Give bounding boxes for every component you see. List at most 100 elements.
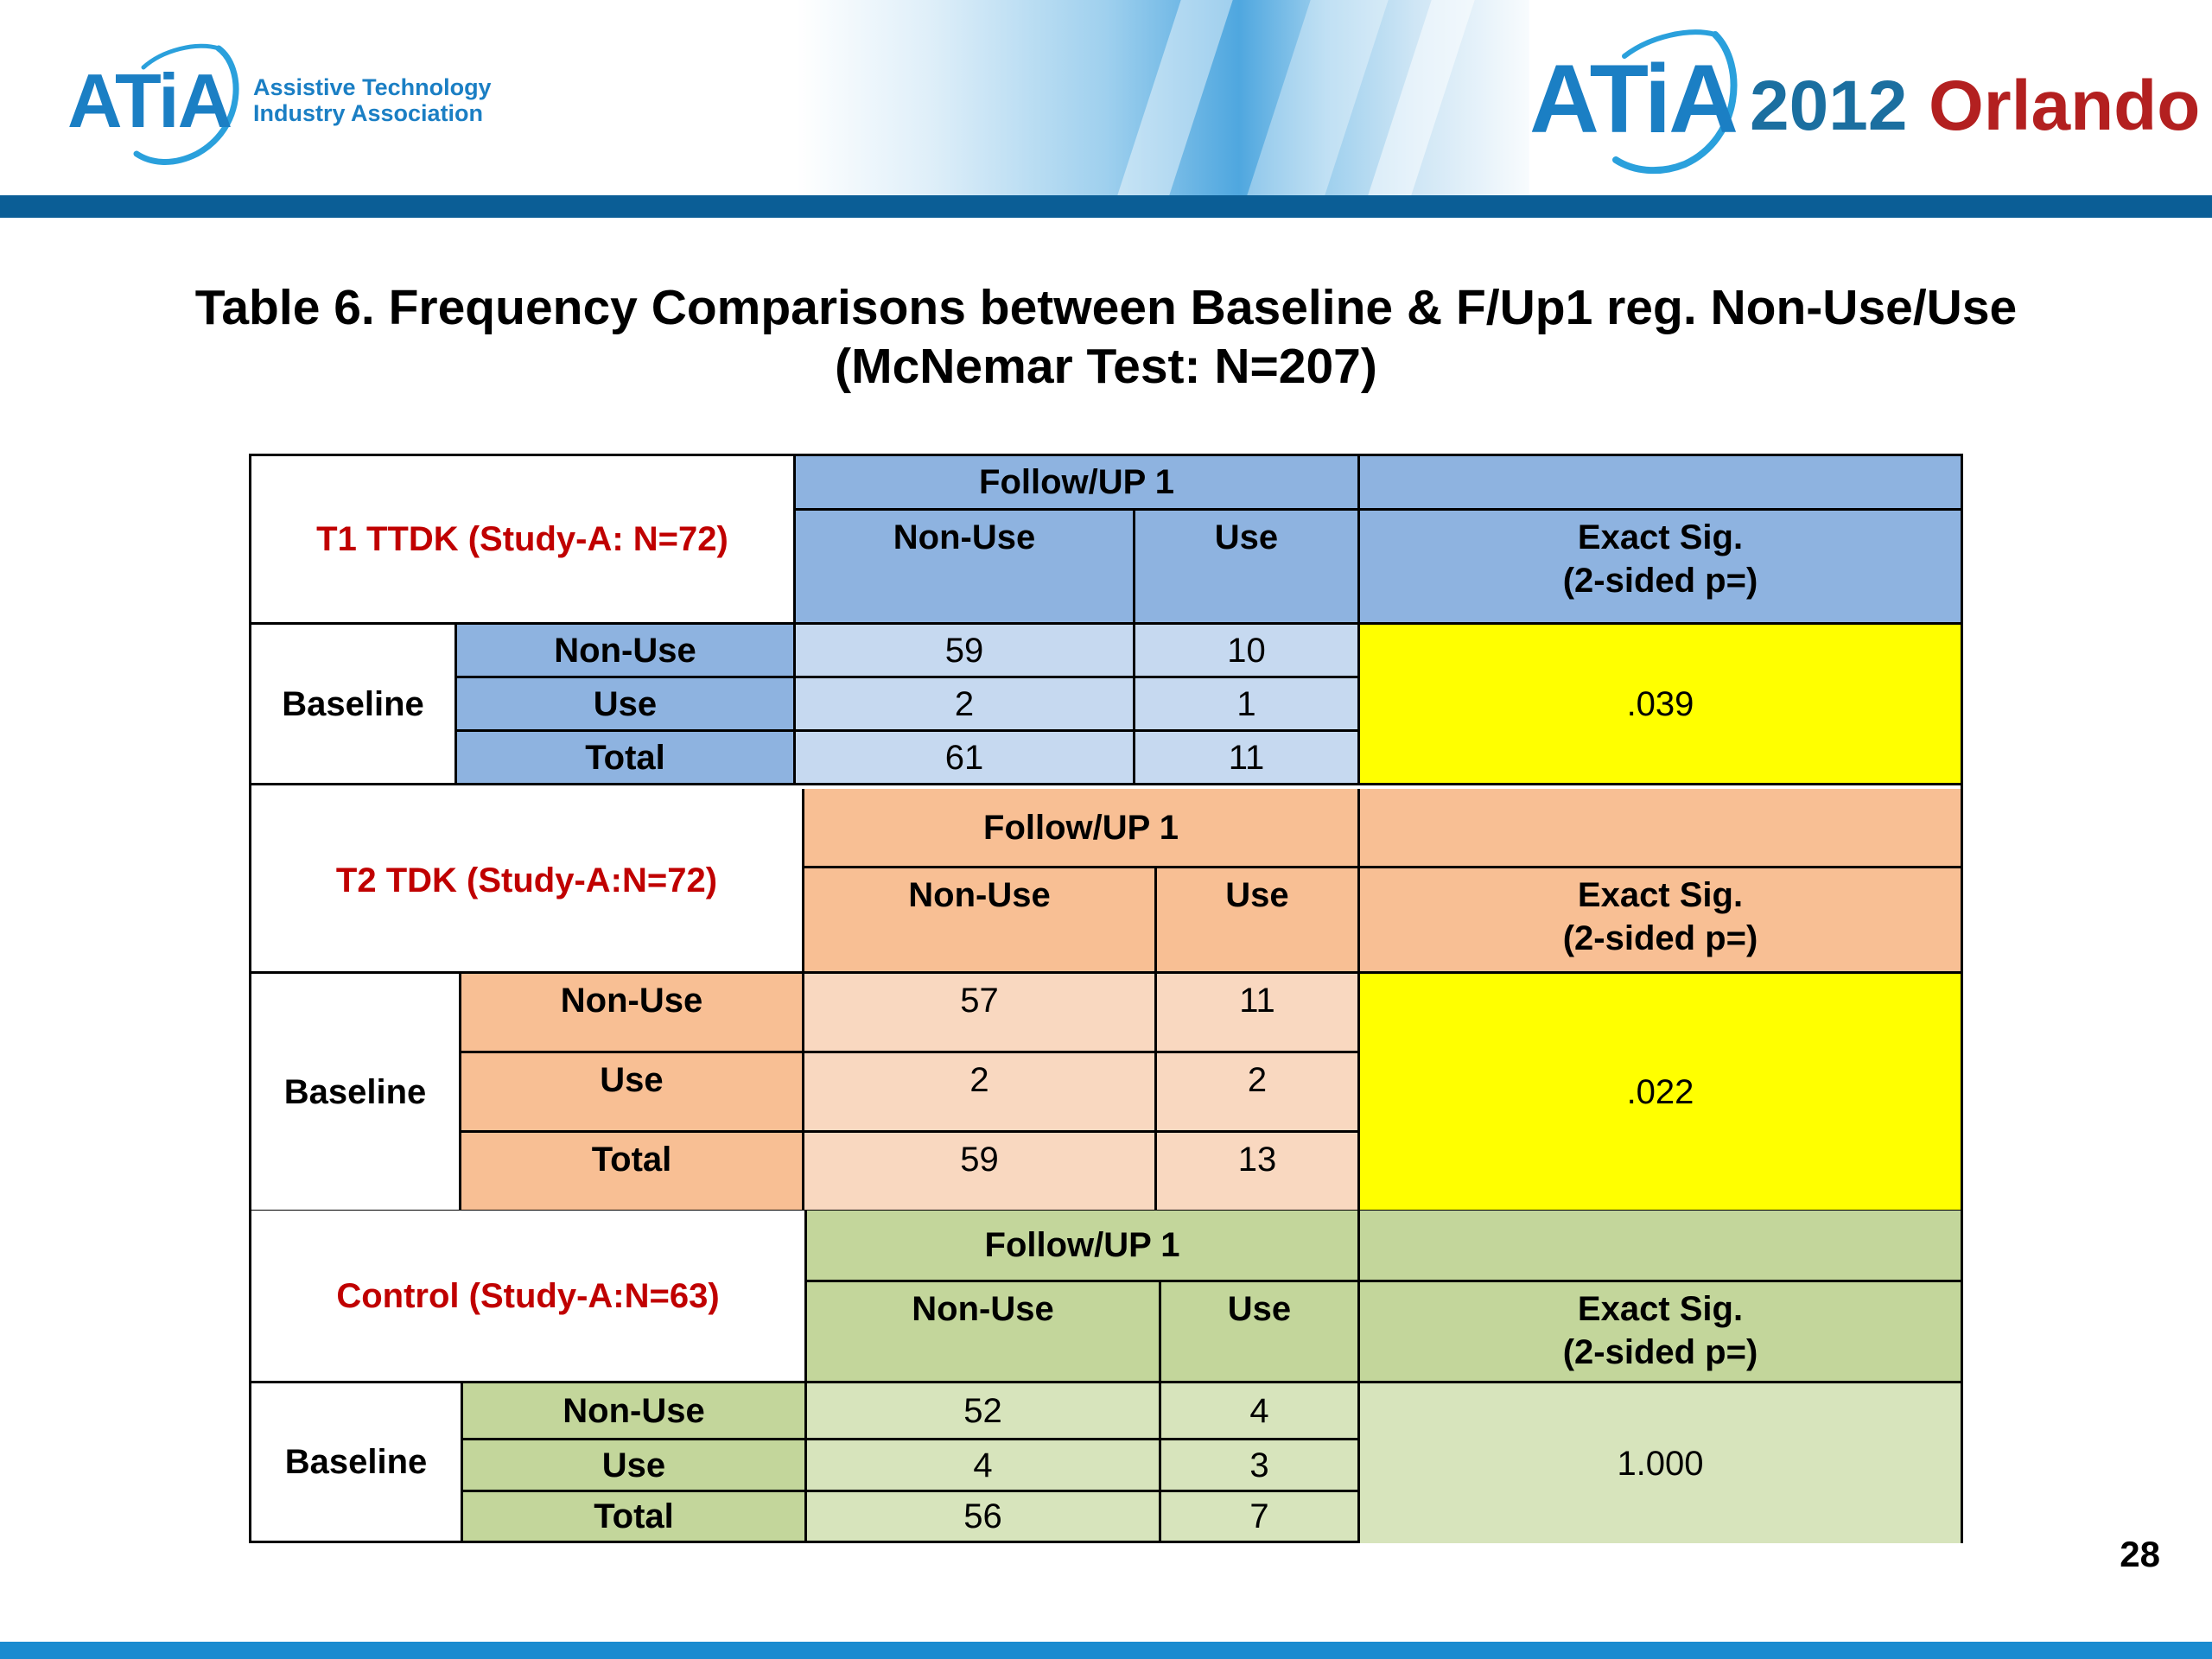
- data-cell: 56: [807, 1492, 1161, 1543]
- column-header: Non-Use: [807, 1282, 1161, 1383]
- logo-year: 2012: [1750, 67, 1908, 145]
- row-label-text: Total: [594, 1497, 674, 1535]
- logo-mark: ATiA: [1529, 45, 1738, 153]
- row-label-text: Use: [601, 1446, 666, 1484]
- data-cell-value: 2: [954, 684, 975, 723]
- data-cell: 4: [807, 1440, 1161, 1492]
- exact-sig-value-text: .039: [1626, 684, 1694, 723]
- data-cell-value: 4: [973, 1446, 993, 1484]
- atia-logo: ATiA Assistive Technology Industry Assoc…: [67, 33, 517, 171]
- group-label: Control (Study-A:N=63): [251, 1211, 807, 1383]
- followup-header-text: Follow/UP 1: [983, 808, 1179, 847]
- row-group-label: Baseline: [251, 625, 457, 785]
- data-cell-value: 10: [1227, 631, 1266, 670]
- org-line-2: Industry Association: [253, 100, 484, 126]
- data-cell-value: 7: [1249, 1497, 1269, 1535]
- sig-header-spacer: [1360, 789, 1961, 868]
- org-line-1: Assistive Technology: [253, 74, 492, 100]
- row-label: Use: [457, 678, 796, 732]
- row-label: Use: [463, 1440, 807, 1492]
- exact-sig-header: Exact Sig. (2-sided p=): [1360, 868, 1961, 974]
- data-cell-value: 59: [960, 1141, 999, 1179]
- atia-2012-orlando-logo: ATiA 2012 Orlando: [1529, 0, 2200, 195]
- followup-header-text: Follow/UP 1: [984, 1226, 1180, 1264]
- column-header: Use: [1157, 868, 1360, 974]
- data-cell: 2: [1157, 1053, 1360, 1133]
- row-group-text: Baseline: [282, 684, 424, 723]
- exact-sig-header-text: Exact Sig. (2-sided p=): [1562, 518, 1758, 600]
- data-cell: 13: [1157, 1133, 1360, 1212]
- logo-swoosh-icon: [133, 43, 239, 165]
- group-label-text: T2 TDK (Study-A:N=72): [335, 861, 718, 899]
- row-label: Non-Use: [461, 974, 804, 1053]
- row-label-text: Non-Use: [560, 982, 703, 1020]
- data-cell: 11: [1157, 974, 1360, 1053]
- row-label: Use: [461, 1053, 804, 1133]
- exact-sig-value: 1.000: [1360, 1383, 1961, 1543]
- followup-header: Follow/UP 1: [804, 789, 1360, 868]
- row-group-label: Baseline: [251, 974, 461, 1212]
- followup-header-text: Follow/UP 1: [979, 463, 1174, 501]
- group-label-text: T1 TTDK (Study-A: N=72): [316, 520, 728, 558]
- slide-header: ATiA Assistive Technology Industry Assoc…: [0, 0, 2212, 195]
- data-cell-value: 11: [1228, 738, 1265, 777]
- data-cell: 59: [796, 625, 1135, 678]
- column-header: Use: [1135, 511, 1360, 625]
- data-cell: 59: [804, 1133, 1157, 1212]
- data-cell: 10: [1135, 625, 1360, 678]
- logo-swoosh-icon: [1612, 29, 1738, 175]
- data-cell: 61: [796, 732, 1135, 785]
- row-label-text: Non-Use: [563, 1391, 705, 1430]
- logo-org-name: Assistive Technology Industry Associatio…: [253, 74, 492, 126]
- column-header-text: Use: [1225, 876, 1289, 914]
- title-line-2: (McNemar Test: N=207): [835, 339, 1377, 394]
- exact-sig-header-text: Exact Sig. (2-sided p=): [1562, 876, 1758, 957]
- exact-sig-value-text: 1.000: [1617, 1444, 1704, 1483]
- column-header: Non-Use: [796, 511, 1135, 625]
- exact-sig-header-text: Exact Sig. (2-sided p=): [1562, 1290, 1758, 1371]
- data-cell-value: 59: [944, 631, 984, 670]
- data-cell-value: 13: [1237, 1141, 1277, 1179]
- page-number: 28: [2120, 1534, 2160, 1574]
- data-cell: 57: [804, 974, 1157, 1053]
- followup-header: Follow/UP 1: [807, 1211, 1360, 1282]
- followup-header: Follow/UP 1: [796, 456, 1360, 511]
- exact-sig-value: .039: [1360, 625, 1961, 785]
- data-cell-value: 2: [969, 1061, 989, 1099]
- row-label-text: Non-Use: [554, 631, 696, 670]
- data-cell: 2: [796, 678, 1135, 732]
- row-label-text: Use: [600, 1061, 664, 1099]
- group-label-text: Control (Study-A:N=63): [336, 1276, 720, 1315]
- exact-sig-value-text: .022: [1626, 1072, 1694, 1111]
- group-label: T2 TDK (Study-A:N=72): [251, 789, 804, 974]
- row-label: Total: [461, 1133, 804, 1212]
- data-cell: 3: [1161, 1440, 1360, 1492]
- row-label-text: Total: [585, 738, 665, 777]
- column-header-text: Use: [1214, 518, 1279, 556]
- row-group-text: Baseline: [283, 1072, 427, 1111]
- column-header-text: Non-Use: [912, 1290, 1054, 1328]
- data-cell-value: 4: [1249, 1391, 1269, 1430]
- exact-sig-value: .022: [1360, 974, 1961, 1212]
- data-cell-value: 56: [963, 1497, 1002, 1535]
- column-header-text: Use: [1227, 1290, 1292, 1328]
- data-cell-value: 11: [1239, 982, 1275, 1020]
- data-cell-value: 1: [1236, 684, 1256, 723]
- title-line-1: Table 6. Frequency Comparisons between B…: [194, 280, 2018, 335]
- data-cell: 4: [1161, 1383, 1360, 1440]
- row-label-text: Use: [593, 684, 658, 723]
- row-label: Total: [457, 732, 796, 785]
- data-cell: 11: [1135, 732, 1360, 785]
- row-label-text: Total: [591, 1141, 672, 1179]
- row-label: Total: [463, 1492, 807, 1543]
- frequency-table: T1 TTDK (Study-A: N=72) Follow/UP 1 Non-Us…: [249, 454, 1963, 1543]
- column-header-text: Non-Use: [908, 876, 1051, 914]
- data-cell: 1: [1135, 678, 1360, 732]
- column-header-text: Non-Use: [893, 518, 1036, 556]
- row-group-label: Baseline: [251, 1383, 463, 1543]
- data-cell: 7: [1161, 1492, 1360, 1543]
- row-label: Non-Use: [463, 1383, 807, 1440]
- group-label: T1 TTDK (Study-A: N=72): [251, 456, 796, 625]
- data-cell-value: 57: [960, 982, 999, 1020]
- sig-header-spacer: [1360, 456, 1961, 511]
